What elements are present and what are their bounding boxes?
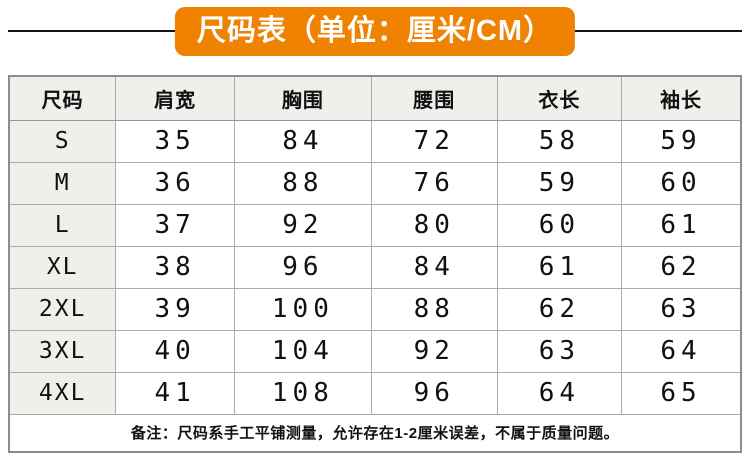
value-cell: 39 xyxy=(115,287,235,331)
column-header-waist: 腰围 xyxy=(370,75,498,121)
table-row: XL 38 96 84 61 62 xyxy=(8,245,742,289)
value-cell: 63 xyxy=(496,329,623,373)
value-cell: 35 xyxy=(115,119,235,163)
size-cell: 3XL xyxy=(8,329,117,373)
value-cell: 92 xyxy=(370,329,498,373)
value-cell: 59 xyxy=(621,119,742,163)
title-banner-area: 尺码表（单位：厘米/CM） xyxy=(0,0,750,75)
column-header-shoulder: 肩宽 xyxy=(115,75,235,121)
value-cell: 88 xyxy=(233,161,372,205)
size-cell: 2XL xyxy=(8,287,117,331)
value-cell: 59 xyxy=(496,161,623,205)
value-cell: 88 xyxy=(370,287,498,331)
value-cell: 84 xyxy=(233,119,372,163)
value-cell: 58 xyxy=(496,119,623,163)
size-cell: S xyxy=(8,119,117,163)
value-cell: 76 xyxy=(370,161,498,205)
value-cell: 96 xyxy=(370,371,498,415)
table-row: 2XL 39 100 88 62 63 xyxy=(8,287,742,331)
column-header-sleeve: 袖长 xyxy=(621,75,742,121)
size-cell: 4XL xyxy=(8,371,117,415)
table-row: S 35 84 72 58 59 xyxy=(8,119,742,163)
value-cell: 36 xyxy=(115,161,235,205)
value-cell: 100 xyxy=(233,287,372,331)
table-row: 3XL 40 104 92 63 64 xyxy=(8,329,742,373)
measurement-note: 备注：尺码系手工平铺测量，允许存在1-2厘米误差，不属于质量问题。 xyxy=(8,413,742,453)
size-cell: M xyxy=(8,161,117,205)
value-cell: 61 xyxy=(621,203,742,247)
value-cell: 92 xyxy=(233,203,372,247)
value-cell: 72 xyxy=(370,119,498,163)
table-row: 4XL 41 108 96 64 65 xyxy=(8,371,742,415)
value-cell: 84 xyxy=(370,245,498,289)
table-row: M 36 88 76 59 60 xyxy=(8,161,742,205)
table-row: L 37 92 80 60 61 xyxy=(8,203,742,247)
value-cell: 62 xyxy=(496,287,623,331)
size-cell: L xyxy=(8,203,117,247)
size-table: 尺码 肩宽 胸围 腰围 衣长 袖长 S 35 84 72 58 59 M 36 … xyxy=(8,75,742,453)
value-cell: 80 xyxy=(370,203,498,247)
value-cell: 40 xyxy=(115,329,235,373)
value-cell: 61 xyxy=(496,245,623,289)
value-cell: 65 xyxy=(621,371,742,415)
table-header-row: 尺码 肩宽 胸围 腰围 衣长 袖长 xyxy=(8,75,742,121)
value-cell: 63 xyxy=(621,287,742,331)
value-cell: 37 xyxy=(115,203,235,247)
value-cell: 64 xyxy=(621,329,742,373)
page-title: 尺码表（单位：厘米/CM） xyxy=(174,7,576,56)
value-cell: 38 xyxy=(115,245,235,289)
value-cell: 41 xyxy=(115,371,235,415)
column-header-length: 衣长 xyxy=(496,75,623,121)
column-header-size: 尺码 xyxy=(8,75,117,121)
size-cell: XL xyxy=(8,245,117,289)
value-cell: 96 xyxy=(233,245,372,289)
value-cell: 104 xyxy=(233,329,372,373)
column-header-bust: 胸围 xyxy=(233,75,372,121)
value-cell: 60 xyxy=(621,161,742,205)
note-row: 备注：尺码系手工平铺测量，允许存在1-2厘米误差，不属于质量问题。 xyxy=(8,413,742,453)
value-cell: 60 xyxy=(496,203,623,247)
value-cell: 108 xyxy=(233,371,372,415)
value-cell: 62 xyxy=(621,245,742,289)
value-cell: 64 xyxy=(496,371,623,415)
